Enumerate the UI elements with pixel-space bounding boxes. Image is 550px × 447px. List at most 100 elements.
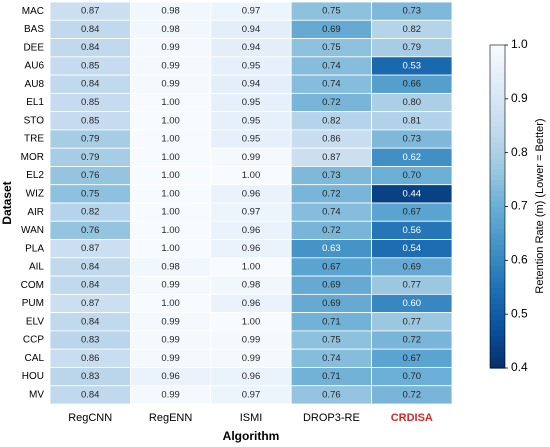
y-tick-label: MV [29,390,44,401]
cell-label: 1.00 [161,225,180,236]
colorbar-segment [490,357,505,364]
colorbar-segment [490,298,505,304]
colorbar-segment [490,217,505,224]
colorbar-segment [490,93,505,100]
colorbar-segment [490,324,505,331]
colorbar-segment [490,260,505,267]
cell-label: 0.85 [81,60,100,71]
cell-label: 0.77 [403,316,422,327]
y-tick-label: STO [24,115,45,126]
cell-label: 0.97 [242,6,261,17]
colorbar-segment [490,314,505,321]
cell-label: 0.69 [322,298,341,309]
cell-label: 0.67 [403,353,422,364]
colorbar-segment [490,141,505,148]
cell-label: 0.95 [242,115,261,126]
y-tick-label: AIL [29,262,44,273]
y-tick-label: ELV [26,316,44,327]
cell-label: 0.84 [81,24,100,35]
y-tick-label: TRE [24,134,44,145]
cell-label: 0.72 [322,97,341,108]
cell-label: 0.74 [322,207,341,218]
colorbar-segment [490,104,505,111]
colorbar-segment [490,45,505,51]
colorbar-tick-label: 0.9 [511,91,528,105]
colorbar-segment [490,195,505,202]
colorbar-segment [490,335,505,342]
cell-label: 0.75 [322,335,341,346]
cell-label: 0.96 [161,371,180,382]
cell-label: 0.99 [161,280,180,291]
colorbar-tick-label: 0.7 [511,199,528,213]
colorbar-segment [490,276,505,283]
colorbar-segment [490,265,505,272]
colorbar-tick-label: 0.8 [511,145,528,159]
cell-label: 0.76 [81,225,100,236]
y-tick-label: CAL [25,353,45,364]
y-tick-label: DEE [23,42,44,53]
colorbar-segment [490,88,505,95]
cell-label: 1.00 [242,261,261,272]
cell-label: 0.98 [161,24,180,35]
colorbar-segment [490,114,505,121]
cell-label: 0.99 [161,79,180,90]
colorbar-segment [490,233,505,240]
y-tick-label: AU6 [25,61,45,72]
colorbar-segment [490,168,505,175]
cell-label: 0.94 [242,42,261,53]
colorbar-segment [490,228,505,235]
colorbar-segment [490,308,505,315]
cell-label: 1.00 [161,97,180,108]
cell-label: 1.00 [161,243,180,254]
cell-label: 0.60 [403,298,422,309]
y-tick-label: EL1 [26,97,44,108]
cell-label: 0.74 [322,79,341,90]
cell-label: 0.85 [81,97,100,108]
cell-label: 0.98 [242,280,261,291]
cell-label: 0.94 [242,24,261,35]
cell-label: 0.74 [322,60,341,71]
x-tick-label: ISMI [240,412,263,424]
heatmap-cell [371,385,453,405]
cell-label: 1.00 [161,188,180,199]
colorbar-segment [490,61,505,68]
cell-label: 0.74 [322,353,341,364]
colorbar-segment [490,351,505,358]
cell-label: 0.99 [242,335,261,346]
cell-label: 0.71 [322,316,341,327]
colorbar-segment [490,244,505,251]
cell-label: 0.81 [403,115,422,126]
y-tick-label: PUM [22,298,44,309]
colorbar-segment [490,55,505,62]
y-tick-label: AU8 [25,79,45,90]
colorbar-segment [490,238,505,245]
cell-label: 0.79 [81,152,100,163]
cell-label: 0.72 [403,335,422,346]
colorbar-segment [490,222,505,229]
colorbar-segment [490,179,505,186]
cell-label: 0.87 [81,6,100,17]
colorbar-tick-label: 1.0 [511,37,528,51]
cell-label: 0.76 [322,389,341,400]
cell-label: 1.00 [161,115,180,126]
colorbar-segment [490,346,505,353]
cell-label: 0.62 [403,152,422,163]
cell-label: 1.00 [161,134,180,145]
cell-label: 0.84 [81,389,100,400]
cell-label: 0.80 [403,97,422,108]
cell-label: 0.72 [322,188,341,199]
y-tick-label: WIZ [26,189,44,200]
cell-label: 0.75 [322,6,341,17]
colorbar-segment [490,131,505,138]
y-tick-label: EL2 [26,170,44,181]
cell-label: 0.73 [322,170,341,181]
cell-label: 0.86 [322,134,341,145]
colorbar-segment [490,249,505,256]
colorbar-segment [490,287,505,294]
cell-label: 0.97 [242,207,261,218]
colorbar-tick-label: 0.4 [511,360,528,374]
cell-label: 0.99 [161,389,180,400]
colorbar-title: Retention Rate (m) (Lower = Better) [534,118,546,293]
colorbar-segment [490,281,505,288]
